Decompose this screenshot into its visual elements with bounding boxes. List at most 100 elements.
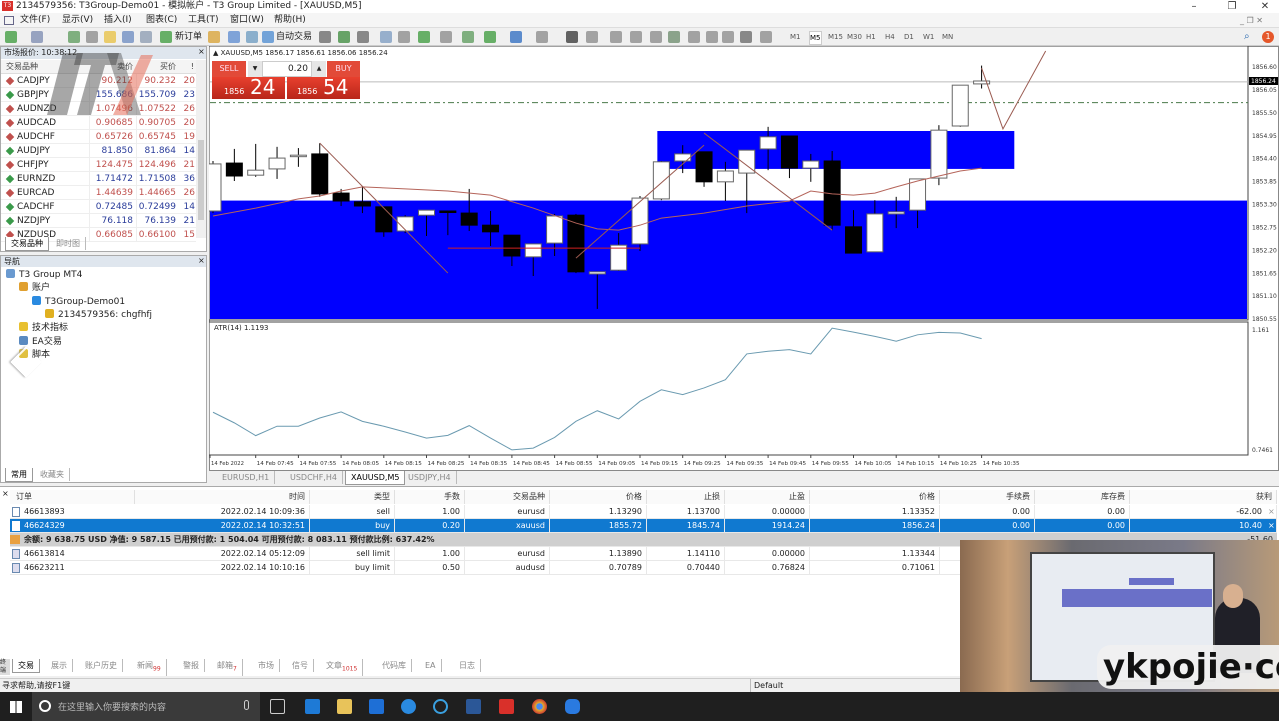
order-row[interactable]: 46613814 2022.02.14 05:12:09 sell limit 1.0… (10, 547, 1277, 561)
toolbar-tool-icon[interactable] (338, 31, 350, 43)
toolbar-tool-icon[interactable] (462, 31, 474, 43)
col-symbol[interactable]: 交易品种 (1, 60, 89, 74)
terminal-tab[interactable]: 展示 (46, 659, 73, 672)
toolbar-tool-icon[interactable] (68, 31, 80, 43)
chart-tab[interactable]: USDJPY,H4 (403, 471, 457, 484)
file-explorer-icon[interactable] (337, 699, 352, 714)
market-watch-row[interactable]: NZDJPY 76.118 76.139 21 (1, 214, 196, 228)
column-header[interactable]: 获利 (1130, 490, 1277, 504)
menu-item[interactable]: 文件(F) (20, 15, 51, 25)
market-watch-row[interactable]: CHFJPY 124.475 124.496 21 (1, 158, 196, 172)
task-view-icon[interactable] (270, 699, 285, 714)
toolbar-tool-icon[interactable] (740, 31, 752, 43)
toolbar-tool-icon[interactable] (228, 31, 240, 43)
nav-item[interactable]: 2134579356: chgfhfj (45, 308, 152, 322)
order-row[interactable]: 46624329 2022.02.14 10:32:51 buy 0.20 xauusd… (10, 519, 1277, 533)
column-header[interactable]: 类型 (310, 490, 395, 504)
timeframe-mn[interactable]: MN (942, 33, 954, 41)
terminal-tab[interactable]: 新闻99 (132, 659, 167, 676)
document-icon[interactable] (4, 16, 14, 25)
sell-button[interactable]: 1856 24 (212, 75, 285, 99)
toolbar-tool-icon[interactable] (122, 31, 134, 43)
sell-label[interactable]: SELL (212, 61, 246, 77)
menu-item[interactable]: 图表(C) (146, 15, 178, 25)
auto-trading-button[interactable]: 自动交易 (276, 32, 313, 42)
column-header[interactable]: 价格 (550, 490, 647, 504)
microphone-icon[interactable] (244, 700, 249, 710)
order-row[interactable]: 46623211 2022.02.14 10:10:16 buy limit 0.50… (10, 561, 1277, 575)
timeframe-m1[interactable]: M1 (790, 33, 801, 41)
column-header[interactable]: 交易品种 (465, 490, 550, 504)
toolbar-tool-icon[interactable] (722, 31, 734, 43)
mdi-controls-icon[interactable]: _ ❐ ✕ (1240, 16, 1263, 25)
close-icon[interactable]: × (2, 489, 9, 498)
market-watch-row[interactable]: CADCHF 0.72485 0.72499 14 (1, 200, 196, 214)
terminal-tab[interactable]: 文章1015 (321, 659, 364, 676)
nav-item[interactable]: EA交易 (19, 335, 62, 349)
nav-item[interactable]: 脚本 (19, 348, 50, 362)
market-watch-row[interactable]: NZDUSD 0.66085 0.66100 15 (1, 228, 196, 242)
toolbar-tool-icon[interactable] (398, 31, 410, 43)
word-icon[interactable] (466, 699, 481, 714)
close-button[interactable]: ✕ (1260, 1, 1270, 12)
new-order-button[interactable]: 新订单 (175, 32, 203, 42)
toolbar-tool-icon[interactable] (262, 31, 274, 43)
market-watch-row[interactable]: AUDJPY 81.850 81.864 14 (1, 144, 196, 158)
menu-item[interactable]: 工具(T) (188, 15, 219, 25)
tab-symbols[interactable]: 交易品种 (5, 237, 49, 251)
market-watch-row[interactable]: EURNZD 1.71472 1.71508 36 (1, 172, 196, 186)
menu-item[interactable]: 帮助(H) (274, 15, 306, 25)
column-header[interactable]: 手续费 (940, 490, 1035, 504)
taskbar-search-box[interactable]: 在这里输入你要搜索的内容 (32, 692, 260, 721)
nav-item[interactable]: 技术指标 (19, 322, 68, 335)
order-row[interactable]: 46613893 2022.02.14 10:09:36 sell 1.00 eurus… (10, 505, 1277, 519)
nav-item[interactable]: T3 Group MT4 (6, 269, 82, 282)
lot-decrease-button[interactable]: ▼ (248, 61, 262, 77)
close-order-icon[interactable]: × (1268, 507, 1275, 516)
toolbar-tool-icon[interactable] (418, 31, 430, 43)
toolbar-tool-icon[interactable] (357, 31, 369, 43)
toolbar-tool-icon[interactable] (760, 31, 772, 43)
lot-increase-button[interactable]: ▲ (312, 61, 326, 77)
chart-tab[interactable]: USDCHF,H4 (285, 471, 343, 484)
maximize-button[interactable]: ❐ (1227, 1, 1237, 12)
taskbar-search-input[interactable]: 在这里输入你要搜索的内容 (58, 703, 167, 713)
column-header[interactable]: 止盈 (725, 490, 810, 504)
toolbar-tool-icon[interactable] (5, 31, 17, 43)
terminal-tab[interactable]: 代码库 (377, 659, 412, 672)
terminal-tab[interactable]: 日志 (454, 659, 481, 672)
close-icon[interactable]: × (198, 256, 205, 265)
chrome-icon[interactable] (532, 699, 547, 714)
edge-icon[interactable] (305, 699, 320, 714)
toolbar-tool-icon[interactable] (140, 31, 152, 43)
timeframe-m15[interactable]: M15 (828, 33, 843, 41)
market-watch-row[interactable]: AUDCAD 0.90685 0.90705 20 (1, 116, 196, 130)
timeframe-h4[interactable]: H4 (885, 33, 895, 41)
close-icon[interactable]: × (198, 47, 205, 56)
col-bid[interactable]: 卖价 (89, 60, 136, 74)
menu-item[interactable]: 窗口(W) (230, 15, 264, 25)
mt4-t3-icon[interactable] (499, 699, 514, 714)
column-header[interactable]: 手数 (395, 490, 465, 504)
nav-item[interactable]: 账户 (19, 282, 50, 295)
toolbar-tool-icon[interactable] (246, 31, 258, 43)
search-app-icon[interactable] (433, 699, 448, 714)
app-blue-icon[interactable] (565, 699, 580, 714)
market-watch-row[interactable]: EURCAD 1.44639 1.44665 26 (1, 186, 196, 200)
toolbar-tool-icon[interactable] (650, 31, 662, 43)
minimize-button[interactable]: – (1191, 1, 1197, 12)
terminal-tab[interactable]: EA (420, 659, 442, 672)
tab-common[interactable]: 常用 (5, 468, 33, 482)
toolbar-tool-icon[interactable] (668, 31, 680, 43)
column-header[interactable]: 库存费 (1035, 490, 1130, 504)
chart-window[interactable]: 1856.60 1856.05 1855.50 1854.95 1854.40 1853.… (209, 46, 1279, 471)
toolbar-tool-icon[interactable] (630, 31, 642, 43)
terminal-tab[interactable]: 市场 (253, 659, 280, 672)
toolbar-tool-icon[interactable] (440, 31, 452, 43)
timeframe-w1[interactable]: W1 (923, 33, 935, 41)
timeframe-h1[interactable]: H1 (866, 33, 876, 41)
toolbar-tool-icon[interactable] (86, 31, 98, 43)
toolbar-tool-icon[interactable] (706, 31, 718, 43)
toolbar-tool-icon[interactable] (688, 31, 700, 43)
menu-item[interactable]: 显示(V) (62, 15, 94, 25)
